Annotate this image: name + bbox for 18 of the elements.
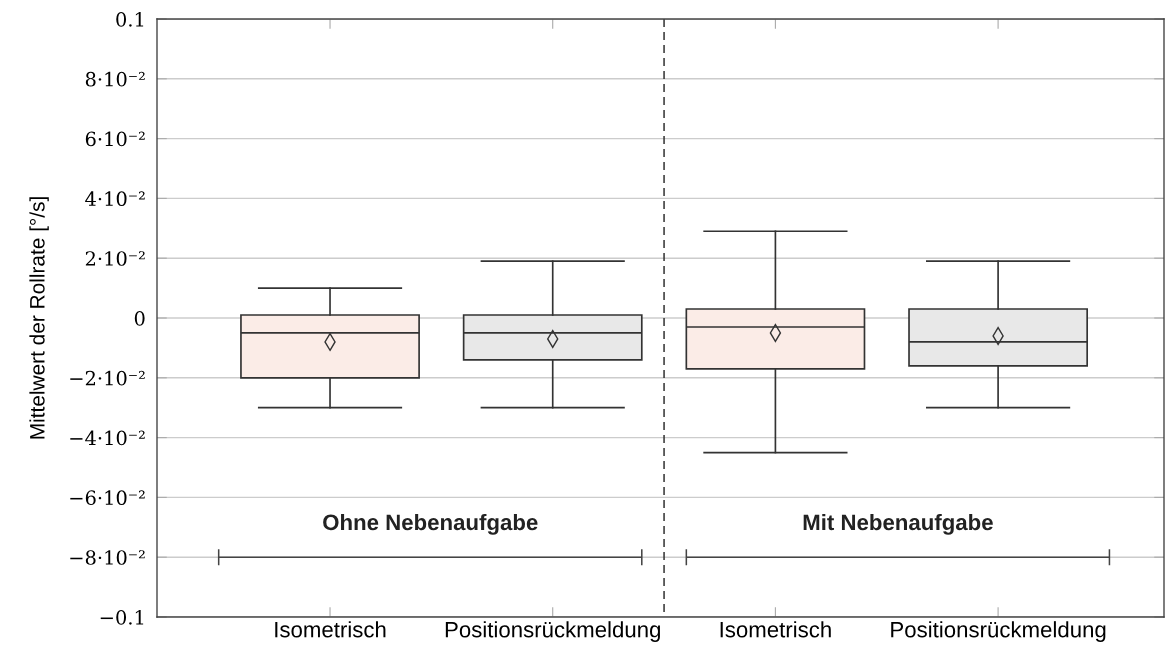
y-tick-label: 8·10⁻² [85,71,145,87]
y-tick-label: 6·10⁻² [85,131,145,147]
y-tick-label: −8·10⁻² [70,550,145,565]
y-tick-label: −4·10⁻² [70,430,145,446]
x-tick-label: Isometrisch [720,621,831,638]
x-tick-label: Positionsrückmeldung [891,621,1106,642]
annotation: Ohne Nebenaufgabe [323,513,538,535]
x-tick-label: Isometrisch [275,621,386,638]
y-tick-label: −2·10⁻² [70,370,145,386]
y-tick-label: 4·10⁻² [85,191,145,207]
y-axis-title: Mittelwert der Rollrate [°/s] [29,197,49,439]
y-tick-label: −0.1 [100,609,144,625]
y-tick-label: 2·10⁻² [85,251,145,266]
y-tick-label: 0 [134,310,145,326]
y-tick-label: −6·10⁻² [70,490,145,506]
x-tick-label: Positionsrückmeldung [445,621,660,642]
y-tick-label: 0.1 [116,11,144,27]
annotation: Mit Nebenaufgabe [803,513,993,535]
